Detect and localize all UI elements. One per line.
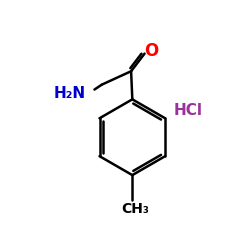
Text: O: O — [144, 42, 158, 60]
Text: H₂N: H₂N — [54, 86, 86, 101]
Text: HCl: HCl — [174, 103, 203, 118]
Text: CH₃: CH₃ — [121, 202, 149, 216]
